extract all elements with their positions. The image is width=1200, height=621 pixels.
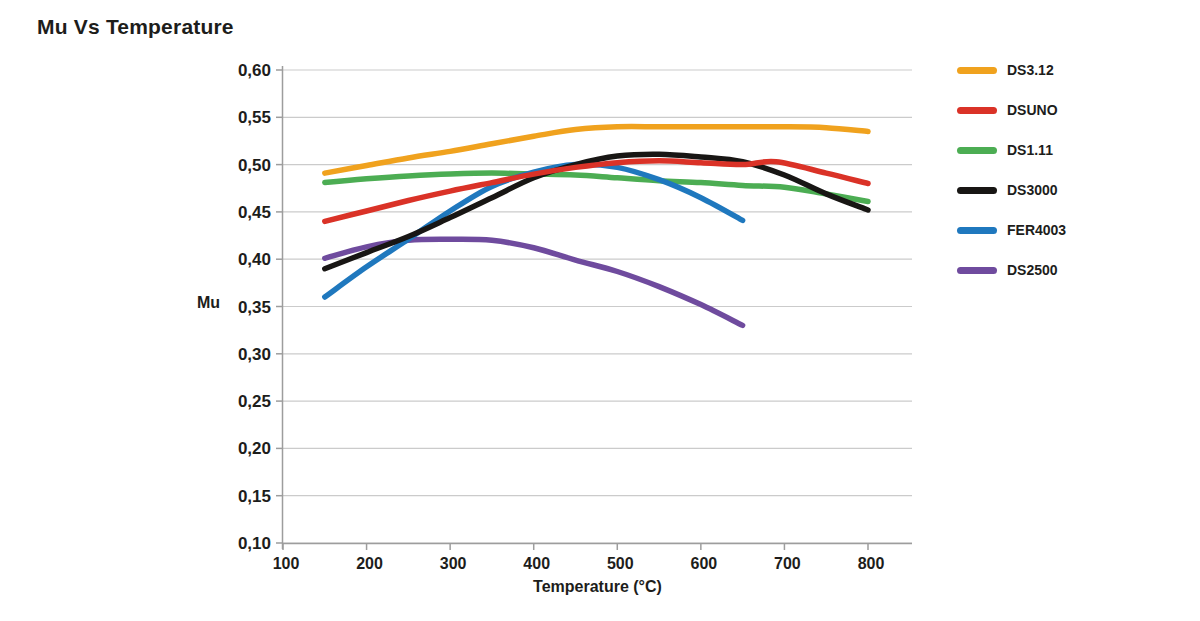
legend-swatch	[957, 107, 997, 114]
y-tick-label: 0,60	[238, 61, 271, 80]
y-tick-label: 0,40	[238, 250, 271, 269]
legend-label: DSUNO	[1007, 102, 1058, 118]
y-tick-label: 0,10	[238, 534, 271, 553]
x-tick-label: 100	[273, 555, 300, 572]
y-axis-title: Mu	[197, 294, 220, 312]
legend-label: FER4003	[1007, 222, 1066, 238]
x-axis-title: Temperature (°C)	[283, 578, 912, 596]
legend-swatch	[957, 267, 997, 274]
y-tick-label: 0,45	[238, 203, 271, 222]
y-tick-label: 0,50	[238, 156, 271, 175]
x-tick-label: 700	[774, 555, 801, 572]
legend-swatch	[957, 187, 997, 194]
x-tick-label: 600	[691, 555, 718, 572]
legend-label: DS3.12	[1007, 62, 1054, 78]
legend-item: DSUNO	[957, 90, 1066, 130]
x-tick-label: 400	[523, 555, 550, 572]
legend: DS3.12 DSUNO DS1.11 DS3000 FER4003 DS2500	[957, 50, 1066, 290]
y-tick-label: 0,20	[238, 439, 271, 458]
legend-item: DS2500	[957, 250, 1066, 290]
chart-title: Mu Vs Temperature	[37, 15, 234, 39]
x-tick-label: 200	[356, 555, 383, 572]
legend-item: FER4003	[957, 210, 1066, 250]
legend-swatch	[957, 67, 997, 74]
y-tick-label: 0,30	[238, 345, 271, 364]
legend-item: DS3000	[957, 170, 1066, 210]
x-tick-label: 300	[440, 555, 467, 572]
legend-swatch	[957, 227, 997, 234]
x-tick-label: 500	[607, 555, 634, 572]
y-tick-label: 0,25	[238, 392, 271, 411]
legend-item: DS1.11	[957, 130, 1066, 170]
y-tick-label: 0,15	[238, 487, 271, 506]
y-tick-label: 0,55	[238, 108, 271, 127]
legend-label: DS1.11	[1007, 142, 1053, 158]
legend-swatch	[957, 147, 997, 154]
legend-label: DS3000	[1007, 182, 1058, 198]
chart-canvas: 0,60 0,55 0,50 0,45 0,40 0,35 0,30 0,25 0,20 0,15…	[0, 0, 1200, 621]
legend-label: DS2500	[1007, 262, 1058, 278]
x-tick-label: 800	[858, 555, 885, 572]
y-tick-label: 0,35	[238, 298, 271, 317]
legend-item: DS3.12	[957, 50, 1066, 90]
